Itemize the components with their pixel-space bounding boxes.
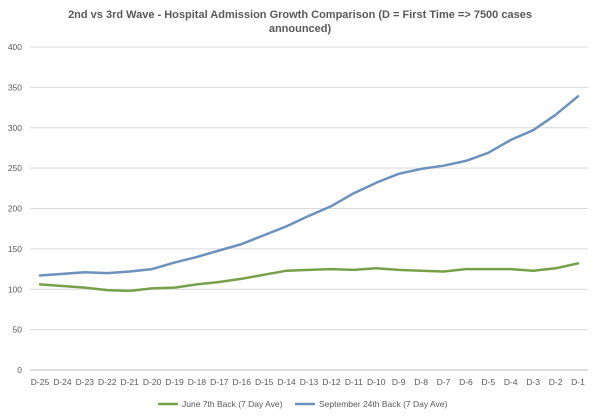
x-tick-label: D-12 <box>322 377 341 387</box>
x-tick-label: D-9 <box>392 377 406 387</box>
plot-series <box>38 95 580 293</box>
x-tick-label: D-11 <box>345 377 363 387</box>
x-tick-label: D-14 <box>277 377 296 387</box>
legend-label: June 7th Back (7 Day Ave) <box>182 399 283 409</box>
x-tick-label: D-23 <box>76 377 95 387</box>
y-axis: 0 50 100 150 200 250 300 350 400 <box>8 42 22 375</box>
x-tick-label: D-20 <box>143 377 162 387</box>
y-tick-label: 350 <box>8 82 22 92</box>
x-axis: D-25 D-24 D-23 D-22 D-21 D-20 D-19 D-18 D-17 D-16… <box>31 377 585 387</box>
x-tick-label: D-15 <box>255 377 274 387</box>
x-tick-label: D-3 <box>526 377 540 387</box>
x-tick-label: D-25 <box>31 377 50 387</box>
x-tick-label: D-21 <box>120 377 139 387</box>
y-tick-label: 300 <box>8 123 22 133</box>
series-line-2 <box>38 95 580 277</box>
x-tick-label: D-6 <box>459 377 473 387</box>
x-tick-label: D-2 <box>549 377 563 387</box>
x-tick-label: D-24 <box>53 377 72 387</box>
x-tick-label: D-8 <box>414 377 428 387</box>
chart-title-line-2: announced) <box>269 23 332 35</box>
series-line-1 <box>38 262 580 293</box>
x-tick-label: D-17 <box>210 377 229 387</box>
y-tick-label: 100 <box>8 284 22 294</box>
x-tick-label: D-5 <box>481 377 495 387</box>
gridlines <box>30 46 588 371</box>
legend-label: September 24th Back (7 Day Ave) <box>319 399 448 409</box>
y-tick-label: 400 <box>8 42 22 52</box>
x-tick-label: D-13 <box>300 377 319 387</box>
x-tick-label: D-18 <box>188 377 207 387</box>
x-tick-label: D-4 <box>504 377 518 387</box>
y-tick-label: 50 <box>13 325 23 335</box>
chart-title-line-1: 2nd vs 3rd Wave - Hospital Admission Gro… <box>68 9 532 21</box>
x-tick-label: D-1 <box>571 377 585 387</box>
y-tick-label: 0 <box>17 365 22 375</box>
x-tick-label: D-16 <box>233 377 252 387</box>
y-tick-label: 250 <box>8 163 22 173</box>
x-tick-label: D-10 <box>367 377 386 387</box>
y-tick-label: 150 <box>8 244 22 254</box>
x-tick-label: D-19 <box>165 377 184 387</box>
y-tick-label: 200 <box>8 204 22 214</box>
legend: June 7th Back (7 Day Ave) September 24th … <box>158 399 448 409</box>
x-tick-label: D-7 <box>437 377 451 387</box>
x-tick-label: D-22 <box>98 377 117 387</box>
